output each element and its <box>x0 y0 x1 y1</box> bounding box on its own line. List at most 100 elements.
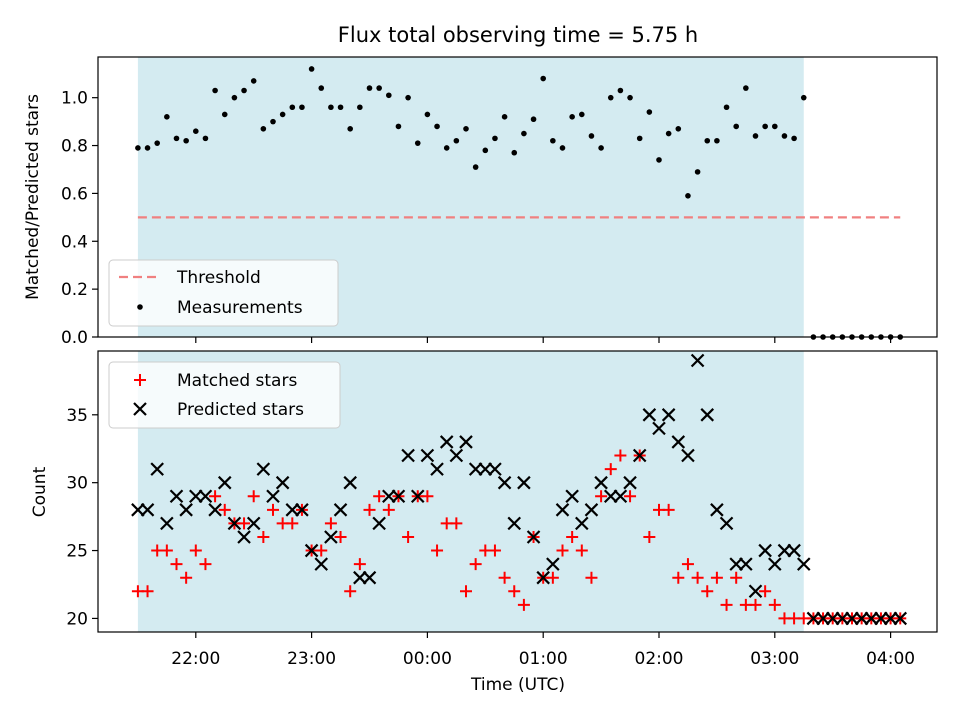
matched-star-point <box>681 558 694 571</box>
measurement-point <box>376 85 382 91</box>
matched-star-point <box>604 463 617 476</box>
predicted-star-point <box>816 611 830 626</box>
x-tick-label: 02:00 <box>635 649 684 669</box>
predicted-star-point <box>497 475 512 490</box>
predicted-star-point <box>719 516 734 531</box>
predicted-star-point <box>198 489 213 504</box>
measurement-point <box>800 94 807 101</box>
matched-star-point <box>382 503 395 516</box>
predicted-star-point <box>729 557 743 571</box>
x-tick-label: 04:00 <box>866 649 915 669</box>
x-axis-label: Time (UTC) <box>470 675 565 695</box>
predicted-star-point <box>546 557 560 571</box>
predicted-star-point <box>883 611 898 626</box>
predicted-star-point <box>459 435 473 449</box>
matched-star-point <box>247 490 260 503</box>
measurement-point <box>135 145 141 151</box>
predicted-star-point <box>613 489 628 504</box>
measurement-point <box>559 145 566 151</box>
measurement-point <box>453 137 460 144</box>
measurement-point <box>231 94 238 101</box>
matched-star-point <box>363 503 376 516</box>
predicted-star-point <box>893 611 908 626</box>
predicted-star-point <box>266 489 280 504</box>
matched-star-point <box>460 585 472 598</box>
x-tick-label: 22:00 <box>171 649 220 669</box>
matched-star-point <box>189 544 202 557</box>
predicted-star-point <box>594 475 608 490</box>
measurement-point <box>685 193 691 199</box>
measurement-point <box>607 94 614 101</box>
measurement-point <box>221 111 228 118</box>
measurement-point <box>714 137 720 144</box>
predicted-star-point <box>285 503 300 517</box>
threshold-legend-label: Threshold <box>176 268 261 288</box>
top-y-tick-label: 0.8 <box>61 137 88 157</box>
top-legend: Threshold Measurements <box>108 259 339 327</box>
predicted-star-point <box>739 557 753 571</box>
top-axes-frame <box>97 56 938 338</box>
predicted-legend-label: Predicted stars <box>177 400 304 420</box>
predicted-star-point <box>275 475 290 490</box>
measurement-point <box>434 123 440 130</box>
matched-star-point <box>710 571 723 584</box>
matched-star-point <box>469 558 482 571</box>
top-y-axis-label: Matched/Predicted stars <box>23 94 43 300</box>
measurement-point <box>675 125 682 132</box>
predicted-star-point <box>189 489 203 504</box>
measurement-point <box>627 94 633 101</box>
matched-star-point <box>180 571 193 584</box>
predicted-star-point <box>179 503 193 517</box>
measurement-point <box>598 145 604 151</box>
measurement-point <box>212 87 218 94</box>
predicted-star-point <box>507 516 522 531</box>
predicted-star-point <box>632 448 647 463</box>
matched-star-point <box>759 585 772 598</box>
measurement-point <box>743 85 749 91</box>
measurement-point <box>656 157 662 163</box>
matched-star-point <box>160 544 173 557</box>
x-tick-label: 01:00 <box>519 649 568 669</box>
predicted-star-point <box>140 503 155 517</box>
bottom-panel: 20 25 30 35 22:00 23:00 00:00 01:00 02:00 03:00 0… <box>30 350 938 695</box>
measurement-point <box>579 111 585 118</box>
matched-legend-swatch <box>134 374 146 386</box>
matched-star-point <box>344 585 357 598</box>
measurement-point <box>405 94 411 101</box>
measurement-point <box>250 78 257 84</box>
predicted-star-point <box>671 435 686 449</box>
predicted-star-point <box>536 570 550 585</box>
predicted-star-point <box>478 462 493 476</box>
bottom-y-tick-label: 35 <box>66 406 88 426</box>
predicted-star-point <box>410 489 425 504</box>
bottom-legend-box <box>108 361 341 429</box>
predicted-star-point <box>391 489 406 504</box>
predicted-star-point <box>864 611 879 626</box>
matched-star-point <box>595 490 608 503</box>
measurement-point <box>472 164 479 170</box>
predicted-legend-swatch <box>133 402 147 416</box>
top-y-tick-label: 1.0 <box>61 89 88 109</box>
matched-star-point <box>353 558 366 571</box>
measurements-series <box>135 66 904 340</box>
predicted-star-point <box>681 448 695 463</box>
matched-star-point <box>402 530 415 543</box>
count-series <box>131 353 908 626</box>
matched-star-point <box>498 571 511 584</box>
predicted-star-point <box>787 543 801 558</box>
measurement-point <box>588 133 595 139</box>
predicted-star-point <box>362 570 377 585</box>
matched-star-point <box>662 503 675 516</box>
predicted-star-point <box>131 503 145 517</box>
bottom-y-tick-label: 20 <box>66 609 88 629</box>
matched-star-point <box>672 571 685 584</box>
matched-star-point <box>431 544 444 557</box>
measurement-point <box>492 135 498 142</box>
predicted-star-point <box>420 448 435 463</box>
predicted-star-point <box>584 503 599 517</box>
predicted-star-point <box>304 543 319 558</box>
matched-star-point <box>566 530 579 543</box>
predicted-star-point <box>208 503 222 517</box>
predicted-star-point <box>430 462 444 476</box>
matched-star-point <box>334 530 347 543</box>
